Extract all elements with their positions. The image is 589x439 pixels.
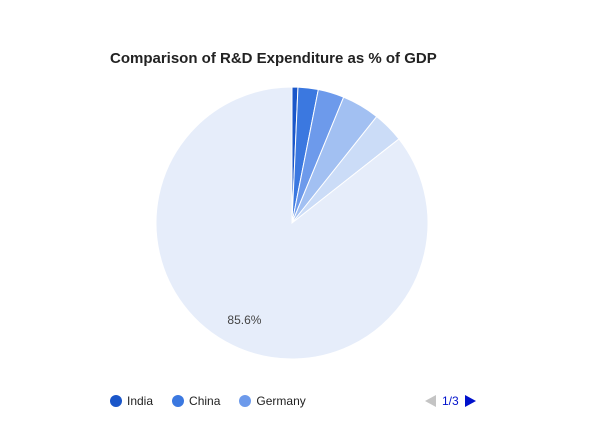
legend-label-germany: Germany xyxy=(256,394,306,408)
legend-label-india: India xyxy=(127,394,154,408)
legend: India China Germany xyxy=(110,394,325,408)
pager-page-text: 1/3 xyxy=(442,394,459,408)
legend-item-china[interactable]: China xyxy=(172,394,220,408)
legend-pager: 1/3 xyxy=(425,394,476,408)
legend-dot-germany xyxy=(239,395,252,407)
chart-title: Comparison of R&D Expenditure as % of GD… xyxy=(110,50,437,67)
legend-item-india[interactable]: India xyxy=(110,394,153,408)
pager-prev-icon[interactable] xyxy=(425,395,436,407)
slice-value-label: 85.6% xyxy=(227,313,261,327)
legend-dot-china xyxy=(172,395,185,407)
pager-next-icon[interactable] xyxy=(464,395,476,407)
legend-dot-india xyxy=(110,395,122,407)
pie-slice-other-5[interactable] xyxy=(155,86,429,360)
legend-label-china: China xyxy=(189,394,221,408)
legend-item-germany[interactable]: Germany xyxy=(239,394,306,408)
